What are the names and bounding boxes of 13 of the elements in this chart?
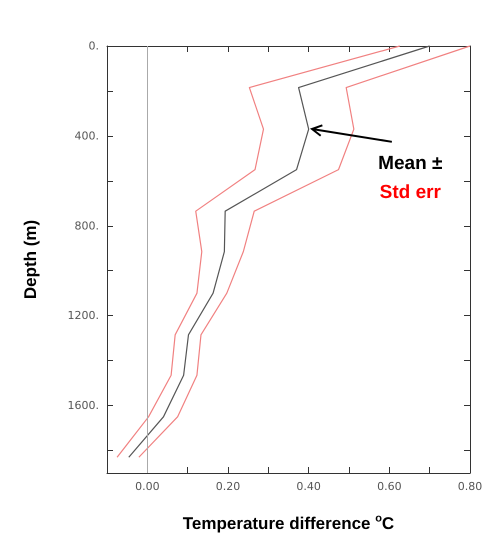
annotation: Mean ± [378,152,442,174]
y-tick-label: 800. [74,219,99,232]
x-tick-label: 0.40 [296,480,321,493]
x-tick-label: 0.20 [216,480,240,493]
annotation: Std err [380,182,442,203]
x-tick-label: 0.80 [458,480,482,493]
x-tick-label: 0.60 [377,480,402,493]
y-tick-label: 1600. [68,399,99,412]
y-tick-label: 1200. [68,309,99,322]
y-axis-title: Depth (m) [21,220,40,300]
x-tick-label: 0.00 [135,480,160,493]
y-tick-label: 0. [88,40,99,52]
y-tick-label: 400. [74,129,99,142]
